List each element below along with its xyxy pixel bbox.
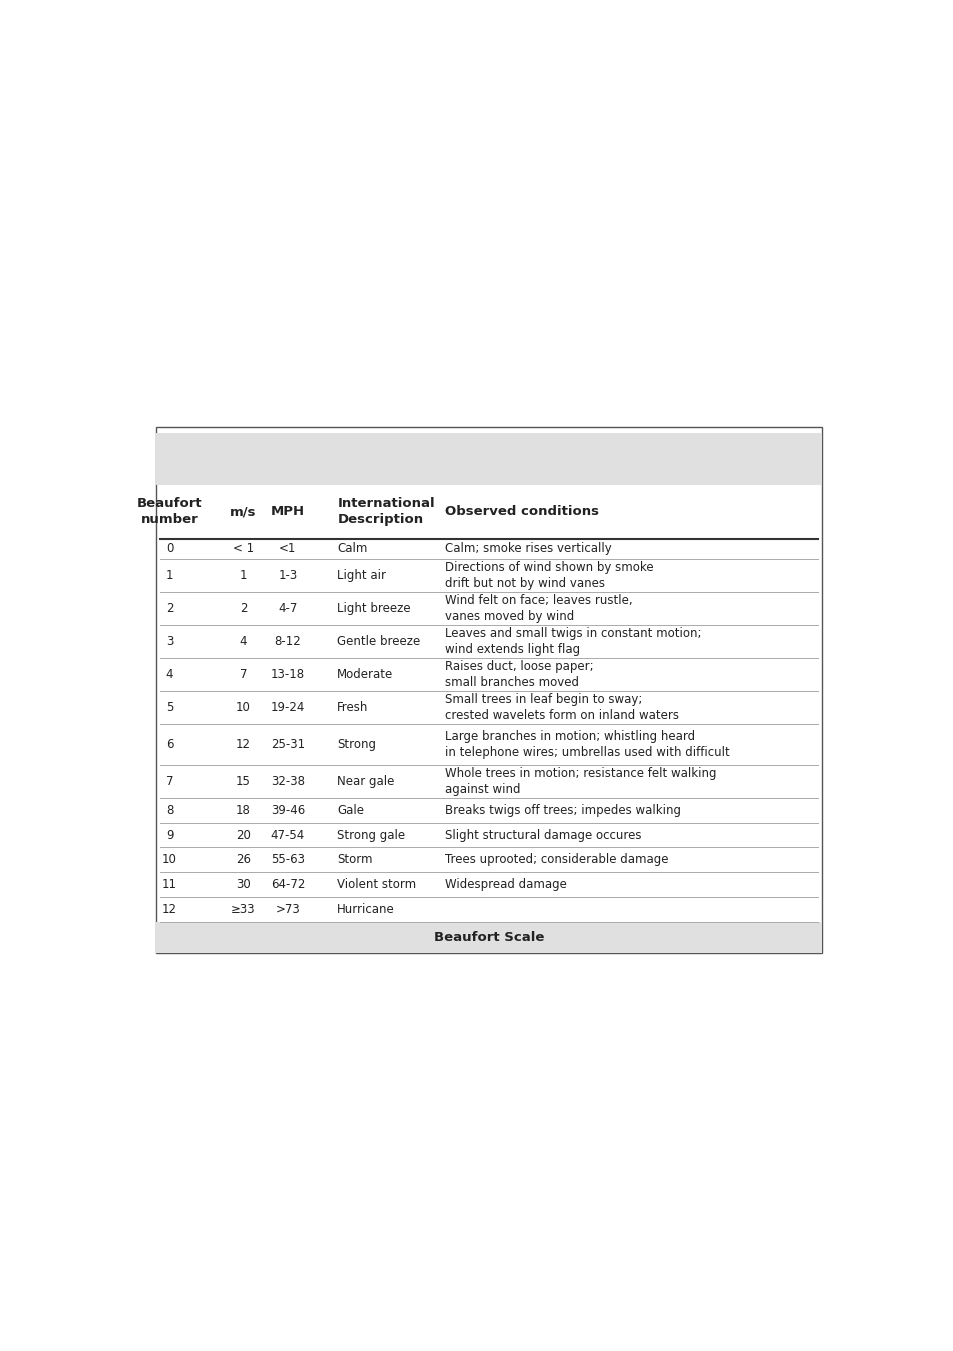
- Text: 1: 1: [166, 569, 173, 582]
- Text: International
Description: International Description: [337, 497, 435, 526]
- Text: Slight structural damage occures: Slight structural damage occures: [444, 828, 640, 842]
- Text: 9: 9: [166, 828, 173, 842]
- Text: Breaks twigs off trees; impedes walking: Breaks twigs off trees; impedes walking: [444, 804, 679, 817]
- Text: 1-3: 1-3: [278, 569, 297, 582]
- Text: Small trees in leaf begin to sway;
crested wavelets form on inland waters: Small trees in leaf begin to sway; crest…: [444, 693, 678, 723]
- Text: 5: 5: [166, 701, 173, 713]
- Text: 12: 12: [235, 738, 251, 751]
- Text: Strong: Strong: [337, 738, 376, 751]
- Text: 39-46: 39-46: [271, 804, 305, 817]
- Text: 2: 2: [166, 603, 173, 615]
- Text: Beaufort Scale: Beaufort Scale: [434, 931, 543, 943]
- Text: 55-63: 55-63: [271, 854, 305, 866]
- Text: 10: 10: [235, 701, 251, 713]
- Text: <1: <1: [279, 543, 296, 555]
- Text: 1: 1: [239, 569, 247, 582]
- Text: Light breeze: Light breeze: [337, 603, 411, 615]
- Text: 47-54: 47-54: [271, 828, 305, 842]
- Text: 19-24: 19-24: [271, 701, 305, 713]
- Text: Leaves and small twigs in constant motion;
wind extends light flag: Leaves and small twigs in constant motio…: [444, 627, 700, 657]
- Text: 30: 30: [235, 878, 251, 890]
- Text: 12: 12: [162, 902, 177, 916]
- Text: 3: 3: [166, 635, 173, 648]
- Text: Wind felt on face; leaves rustle,
vanes moved by wind: Wind felt on face; leaves rustle, vanes …: [444, 594, 632, 623]
- Text: Whole trees in motion; resistance felt walking
against wind: Whole trees in motion; resistance felt w…: [444, 767, 716, 796]
- Text: Large branches in motion; whistling heard
in telephone wires; umbrellas used wit: Large branches in motion; whistling hear…: [444, 730, 728, 759]
- Text: Near gale: Near gale: [337, 775, 395, 788]
- Text: 11: 11: [162, 878, 177, 890]
- Text: Widespread damage: Widespread damage: [444, 878, 566, 890]
- Text: Calm: Calm: [337, 543, 367, 555]
- Text: 13-18: 13-18: [271, 667, 305, 681]
- Text: 6: 6: [166, 738, 173, 751]
- Text: < 1: < 1: [233, 543, 253, 555]
- Bar: [156, 921, 821, 952]
- Text: 8-12: 8-12: [274, 635, 301, 648]
- Text: Gentle breeze: Gentle breeze: [337, 635, 420, 648]
- Text: Hurricane: Hurricane: [337, 902, 395, 916]
- Text: 25-31: 25-31: [271, 738, 305, 751]
- Text: 26: 26: [235, 854, 251, 866]
- Text: 4-7: 4-7: [278, 603, 297, 615]
- Text: 32-38: 32-38: [271, 775, 305, 788]
- Text: 7: 7: [239, 667, 247, 681]
- Text: Beaufort
number: Beaufort number: [136, 497, 202, 526]
- Bar: [156, 427, 821, 952]
- Text: 10: 10: [162, 854, 176, 866]
- Text: 18: 18: [235, 804, 251, 817]
- Text: Moderate: Moderate: [337, 667, 394, 681]
- Text: ≥33: ≥33: [231, 902, 255, 916]
- Text: Violent storm: Violent storm: [337, 878, 416, 890]
- Text: Observed conditions: Observed conditions: [444, 505, 598, 519]
- Text: 4: 4: [239, 635, 247, 648]
- Text: Trees uprooted; considerable damage: Trees uprooted; considerable damage: [444, 854, 667, 866]
- Text: 20: 20: [235, 828, 251, 842]
- Text: m/s: m/s: [230, 505, 256, 519]
- Text: 15: 15: [235, 775, 251, 788]
- Text: Fresh: Fresh: [337, 701, 369, 713]
- Text: Raises duct, loose paper;
small branches moved: Raises duct, loose paper; small branches…: [444, 659, 593, 689]
- Text: Directions of wind shown by smoke
drift but not by wind vanes: Directions of wind shown by smoke drift …: [444, 561, 653, 590]
- Text: 8: 8: [166, 804, 173, 817]
- Text: 7: 7: [166, 775, 173, 788]
- Text: 64-72: 64-72: [271, 878, 305, 890]
- Text: Gale: Gale: [337, 804, 364, 817]
- Bar: [156, 432, 821, 485]
- Text: 4: 4: [166, 667, 173, 681]
- Text: >73: >73: [275, 902, 300, 916]
- Text: Strong gale: Strong gale: [337, 828, 405, 842]
- Text: 2: 2: [239, 603, 247, 615]
- Text: Light air: Light air: [337, 569, 386, 582]
- Text: MPH: MPH: [271, 505, 305, 519]
- Text: 0: 0: [166, 543, 173, 555]
- Text: Calm; smoke rises vertically: Calm; smoke rises vertically: [444, 543, 611, 555]
- Text: Storm: Storm: [337, 854, 373, 866]
